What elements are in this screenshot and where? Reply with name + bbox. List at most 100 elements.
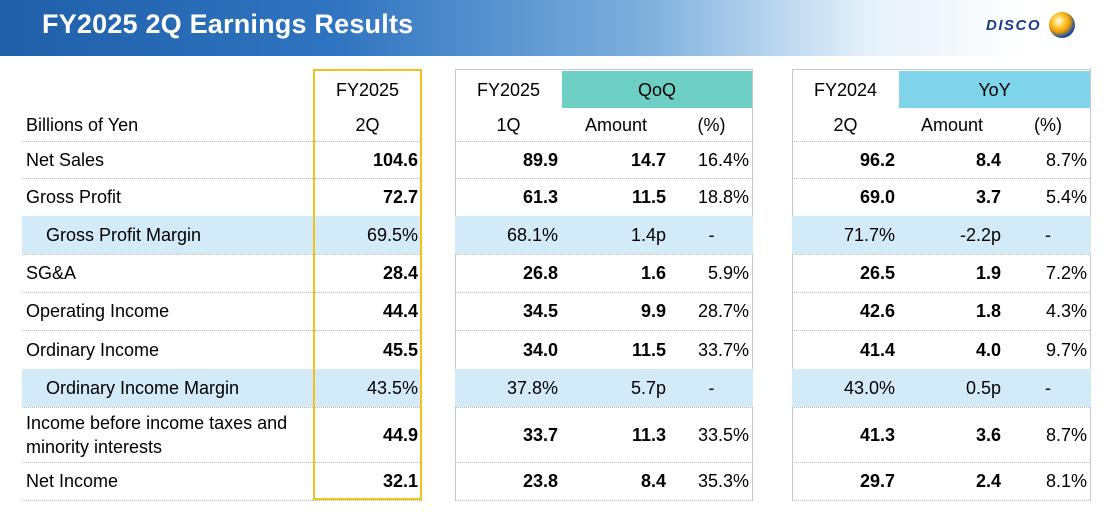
header-fy2025-1q-year: FY2025 (476, 79, 541, 100)
table-cell: 8.4 (975, 149, 1001, 170)
table-cell: 26.5 (859, 263, 895, 283)
header-fy2025-2q-year: FY2025 (335, 79, 400, 100)
table-cell: 32.1 (382, 471, 418, 491)
table-cell: 2.4 (975, 471, 1001, 491)
row-label: Ordinary Income (26, 339, 160, 360)
row-highlight (313, 369, 422, 407)
row-divider (22, 407, 313, 408)
row-divider (455, 254, 753, 255)
row-label: Ordinary Income Margin (46, 378, 240, 398)
table-cell: 68.1% (506, 225, 558, 245)
row-divider (22, 178, 313, 179)
table-cell: 34.0 (522, 339, 558, 360)
header-yoy-pct: (%) (1034, 114, 1062, 135)
row-divider (22, 462, 313, 463)
table-cell: -2.2p (959, 225, 1001, 245)
table-cell: 4.3% (1045, 301, 1087, 321)
slide-header: FY2025 2Q Earnings Results DISCO (0, 0, 1118, 56)
row-divider (313, 254, 422, 255)
row-label: Gross Profit (26, 187, 122, 207)
table-cell: - (708, 378, 715, 398)
table-cell: 1.6 (640, 263, 666, 283)
table-cell: 9.9 (640, 301, 666, 321)
company-logo: DISCO (986, 6, 1076, 44)
table-cell: 8.4 (640, 471, 666, 491)
row-divider (792, 254, 1091, 255)
table-cell: 43.0% (843, 378, 895, 398)
row-divider (313, 407, 422, 408)
row-divider (22, 292, 313, 293)
table-cell: 16.4% (697, 149, 749, 170)
table-cell: 5.9% (707, 263, 749, 283)
row-label: Operating Income (26, 301, 170, 321)
row-highlight (792, 216, 1091, 254)
table-cell: 18.8% (697, 187, 749, 207)
table-cell: 71.7% (843, 225, 895, 245)
row-divider (313, 330, 422, 331)
row-divider (313, 178, 422, 179)
table-cell: - (1045, 378, 1051, 398)
table-cell: 11.5 (631, 187, 666, 207)
table-cell: 14.7 (630, 149, 666, 170)
table-cell: 96.2 (859, 149, 895, 170)
table-cell: 41.3 (859, 424, 895, 445)
row-divider (792, 407, 1091, 408)
table-cell: 8.7% (1045, 149, 1087, 170)
row-divider (792, 178, 1091, 179)
header-divider (792, 141, 1091, 142)
row-highlight (22, 216, 313, 254)
table-cell: 28.7% (697, 301, 749, 321)
unit-label: Billions of Yen (26, 114, 139, 135)
row-highlight (455, 369, 753, 407)
row-highlight (455, 216, 753, 254)
table-cell: 7.2% (1045, 263, 1087, 283)
row-highlight (313, 216, 422, 254)
table-cell: 3.7 (975, 187, 1001, 207)
table-cell: 8.7% (1045, 424, 1087, 445)
table-cell: 29.7 (859, 471, 895, 491)
header-qoq: QoQ (562, 71, 752, 108)
row-divider (455, 500, 753, 501)
table-cell: 11.5 (631, 339, 666, 360)
table-cell: 33.7% (697, 339, 749, 360)
row-divider (792, 462, 1091, 463)
row-divider (455, 178, 753, 179)
table-cell: 72.7 (382, 187, 418, 207)
yoy-panel (792, 69, 1091, 500)
qoq-panel (455, 69, 753, 500)
disco-globe-icon (1049, 12, 1076, 38)
header-fy2025-1q-quarter: 1Q (496, 114, 521, 135)
table-cell: 4.0 (975, 339, 1001, 360)
table-cell: 23.8 (522, 471, 558, 491)
row-divider (455, 407, 753, 408)
row-divider (455, 292, 753, 293)
row-divider (22, 500, 313, 501)
table-cell: 33.7 (522, 424, 558, 445)
slide-title: FY2025 2Q Earnings Results (42, 9, 414, 39)
header-fy2024-2q-quarter: 2Q (833, 114, 858, 135)
row-label: Income before income taxes and minority … (26, 412, 288, 457)
row-divider (313, 462, 422, 463)
logo-text: DISCO (986, 16, 1042, 34)
row-label: SG&A (26, 263, 77, 283)
table-cell: 9.7% (1045, 339, 1087, 360)
row-divider (792, 330, 1091, 331)
header-fy2024-2q-year: FY2024 (813, 79, 878, 100)
table-cell: 33.5% (697, 424, 749, 445)
table-cell: 37.8% (506, 378, 558, 398)
table-cell: 8.1% (1045, 471, 1087, 491)
table-cell: - (708, 225, 715, 245)
table-cell: 43.5% (366, 378, 418, 398)
header-qoq-amount: Amount (584, 114, 648, 135)
row-divider (792, 292, 1091, 293)
table-cell: 44.9 (382, 424, 418, 445)
header-qoq-pct: (%) (697, 114, 726, 135)
table-cell: 69.0 (859, 187, 895, 207)
header-divider (22, 141, 313, 142)
table-cell: 45.5 (382, 339, 418, 360)
table-cell: 1.8 (975, 301, 1001, 321)
table-cell: 28.4 (382, 263, 418, 283)
row-divider (792, 500, 1091, 501)
table-cell: 11.3 (631, 424, 666, 445)
